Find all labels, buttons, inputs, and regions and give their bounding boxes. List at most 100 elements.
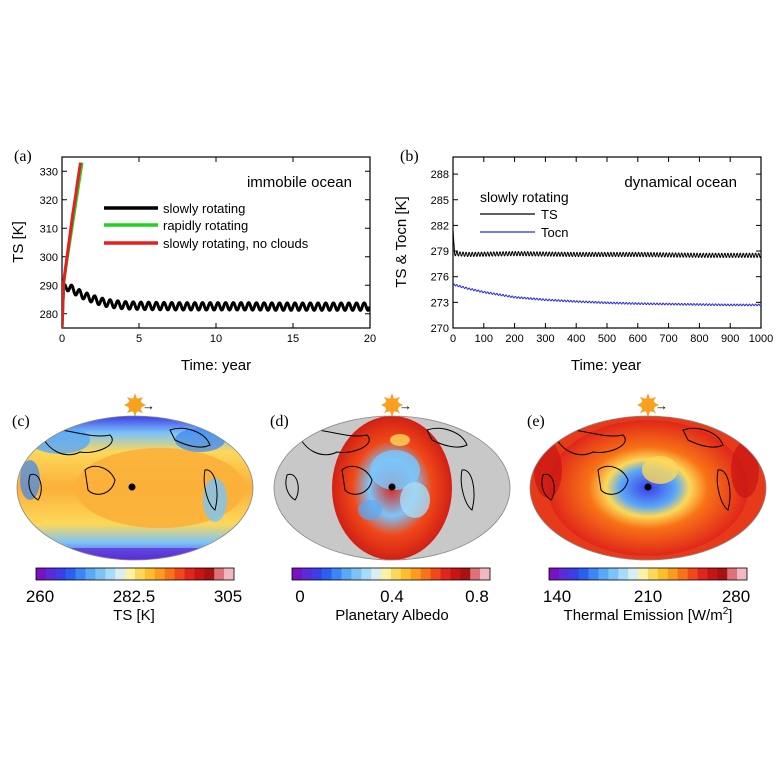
y-tick-label: 273 <box>431 297 449 309</box>
colorbar-swatch <box>341 568 352 580</box>
series-line-ts <box>453 229 761 258</box>
colorbar-swatch <box>361 568 372 580</box>
series-line-slowly-rotating-no-clouds <box>62 162 82 328</box>
x-tick-label: 0 <box>59 333 65 345</box>
substellar-point-marker <box>128 483 136 491</box>
colorbar-swatch <box>105 568 116 580</box>
colorbar-swatch <box>687 568 698 580</box>
colorbar-d-tick: 0 <box>295 587 304 606</box>
colorbar-swatch <box>95 568 106 580</box>
panel-a-x-axis: 0 5 10 15 20 <box>59 157 376 345</box>
colorbar-c-tick: 305 <box>214 587 242 606</box>
panel-b-x-axis: 0 100 200 300 400 500 600 700 800 900 1000 <box>450 157 773 345</box>
x-tick-label: 800 <box>690 333 708 345</box>
y-tick-label: 279 <box>431 246 449 258</box>
panel-b-plot-area <box>453 229 761 307</box>
panel-c-label: (c) <box>12 413 30 430</box>
colorbar-swatch <box>65 568 76 580</box>
colorbar-swatch <box>55 568 66 580</box>
x-tick-label: 200 <box>505 333 523 345</box>
colorbar-swatch <box>568 568 579 580</box>
x-tick-label: 1000 <box>749 333 773 345</box>
colorbar-swatch <box>115 568 126 580</box>
colorbar-c-tick: 260 <box>26 587 54 606</box>
x-tick-label: 600 <box>629 333 647 345</box>
panel-a-y-axis: 280 290 300 310 320 330 <box>40 166 370 321</box>
legend-label-rapidly-rotating: rapidly rotating <box>163 218 248 233</box>
colorbar-swatch <box>174 568 185 580</box>
colorbar-swatch <box>440 568 451 580</box>
sun-direction-arrow-icon: → <box>655 398 668 413</box>
colorbar-swatch <box>292 568 303 580</box>
panel-b-xlabel: Time: year <box>571 357 641 374</box>
colorbar-swatch <box>75 568 86 580</box>
colorbar-swatch <box>144 568 156 580</box>
colorbar-e-label: Thermal Emission [W/m2] <box>564 606 733 624</box>
colorbar-swatch <box>400 568 412 580</box>
panel-e-colorbar <box>548 567 748 581</box>
series-line-tocn <box>453 283 761 307</box>
colorbar-swatch <box>707 568 718 580</box>
substellar-point-marker <box>644 483 652 491</box>
series-line-rapidly-rotating <box>62 162 84 328</box>
legend-label-tocn: Tocn <box>541 225 568 240</box>
legend-label-no-clouds: slowly rotating, no clouds <box>163 236 309 251</box>
panel-c-map <box>17 416 253 560</box>
colorbar-swatch <box>727 568 738 580</box>
colorbar-swatch <box>154 568 165 580</box>
panel-b: (b) 0 100 200 300 400 500 600 700 800 900 1000 270… <box>393 148 773 374</box>
series-line-slowly-rotating <box>62 282 370 328</box>
panel-b-legend-title: slowly rotating <box>480 189 569 205</box>
substellar-point-marker <box>388 483 396 491</box>
panel-a-ylabel: TS [K] <box>10 221 27 263</box>
colorbar-frame <box>291 567 491 581</box>
y-tick-label: 320 <box>40 195 58 207</box>
y-tick-label: 288 <box>431 169 449 181</box>
panel-d-colorbar <box>291 567 491 581</box>
y-tick-label: 290 <box>40 280 58 292</box>
panel-a-plot-area <box>62 162 370 328</box>
colorbar-c-tick: 282.5 <box>113 587 156 606</box>
colorbar-swatch <box>608 568 619 580</box>
colorbar-frame <box>35 567 235 581</box>
y-tick-label: 282 <box>431 220 449 232</box>
y-tick-label: 310 <box>40 223 58 235</box>
colorbar-swatch <box>628 568 639 580</box>
colorbar-d-tick: 0.8 <box>465 587 489 606</box>
colorbar-d-label: Planetary Albedo <box>335 607 448 624</box>
colorbar-swatch <box>85 568 96 580</box>
x-tick-label: 100 <box>475 333 493 345</box>
panel-a-annotation: immobile ocean <box>247 174 352 191</box>
panel-c-colorbar <box>35 567 235 581</box>
panel-d-map-outline <box>273 415 511 561</box>
colorbar-swatch <box>430 568 441 580</box>
colorbar-swatch <box>204 568 215 580</box>
colorbar-swatch <box>164 568 175 580</box>
sun-icon <box>124 393 146 417</box>
panel-e: (e) → 140 210 280 Thermal Emission [W/m2… <box>527 393 767 624</box>
colorbar-swatch <box>578 568 589 580</box>
colorbar-swatch <box>224 568 235 580</box>
colorbar-swatch <box>737 568 748 580</box>
colorbar-swatch <box>480 568 491 580</box>
x-tick-label: 5 <box>136 333 142 345</box>
colorbar-frame <box>548 567 748 581</box>
y-tick-label: 270 <box>431 323 449 335</box>
x-tick-label: 15 <box>287 333 299 345</box>
colorbar-swatch <box>588 568 599 580</box>
y-tick-label: 280 <box>40 309 58 321</box>
colorbar-swatch <box>677 568 688 580</box>
panel-c: (c) → 260 282.5 305 TS [K] <box>12 393 254 624</box>
panel-d: (d) → 0 0.4 0.8 Planetary Albe <box>270 393 511 624</box>
panel-e-map-outline <box>529 415 767 561</box>
x-tick-label: 20 <box>364 333 376 345</box>
panel-a-label: (a) <box>14 148 32 165</box>
colorbar-swatch <box>470 568 481 580</box>
colorbar-swatch <box>657 568 669 580</box>
x-tick-label: 300 <box>536 333 554 345</box>
colorbar-c-label: TS [K] <box>113 607 155 624</box>
sun-direction-arrow-icon: → <box>399 398 412 413</box>
colorbar-swatch <box>450 568 461 580</box>
colorbar-swatch <box>371 568 382 580</box>
